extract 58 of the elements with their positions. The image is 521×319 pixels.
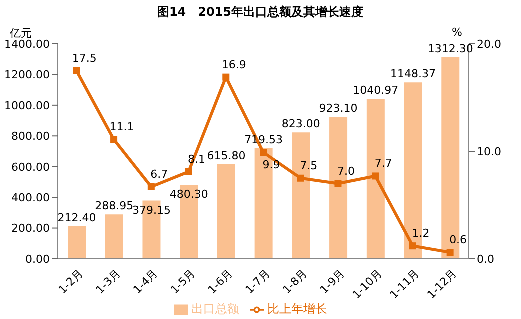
y2-tick-label: 10.0 [477, 145, 502, 158]
x-tick-label: 1-3月 [94, 267, 124, 297]
x-tick-label: 1-9月 [318, 267, 348, 297]
chart-title: 图14 2015年出口总额及其增长速度 [156, 4, 365, 20]
data-label: 1148.37 [390, 68, 436, 81]
point [148, 183, 155, 190]
point [409, 242, 416, 250]
y-tick-label: 200.00 [12, 222, 50, 236]
legend-label: 比上年增长 [268, 302, 328, 316]
data-label: 379.15 [132, 204, 171, 217]
data-label: 11.1 [110, 120, 134, 134]
data-label: 823.00 [282, 118, 320, 131]
data-label: 288.95 [95, 200, 134, 213]
y-tick-label: 800.00 [12, 130, 50, 144]
point [185, 168, 192, 176]
data-label: 212.40 [58, 211, 96, 224]
y-tick-label: 1000.00 [4, 99, 50, 112]
y2-tick-label: 20.0 [477, 38, 502, 51]
data-label: 16.9 [222, 58, 246, 72]
bar [68, 226, 86, 259]
point [222, 74, 230, 81]
legend-label: 出口总额 [192, 302, 240, 316]
point [297, 174, 304, 182]
point [446, 249, 454, 256]
y-tick-label: 600.00 [12, 160, 50, 174]
data-label: 480.30 [170, 188, 208, 202]
data-label: 17.5 [72, 52, 97, 65]
data-label: 615.80 [207, 149, 246, 162]
bar [105, 214, 124, 259]
x-tick-label: 1-2月 [56, 267, 86, 297]
data-label: 6.7 [150, 168, 168, 181]
y-tick-label: 400.00 [12, 191, 50, 204]
y-tick-label: 1200.00 [4, 68, 50, 82]
point [110, 136, 118, 144]
data-label: 7.7 [374, 157, 392, 170]
data-label: 7.5 [300, 159, 318, 172]
y-tick-label: 1400.00 [4, 38, 50, 51]
data-label: 1.2 [412, 227, 430, 240]
data-label: 1312.30 [428, 42, 474, 56]
y2-tick-label: 0.0 [477, 252, 494, 266]
data-label: 7.0 [337, 164, 355, 178]
data-label: 0.6 [450, 234, 468, 247]
bar [217, 164, 236, 259]
x-tick-label: 1-6月 [206, 267, 236, 297]
data-label: 1040.97 [353, 84, 399, 98]
x-tick-label: 1-5月 [168, 267, 198, 297]
point [260, 149, 267, 156]
y-tick-label: 0.00 [26, 252, 50, 266]
point [73, 67, 80, 74]
y-axis-title: 亿元 [10, 26, 32, 40]
x-tick-label: 1-8月 [280, 267, 310, 297]
x-tick-label: 1-4月 [130, 267, 161, 297]
y2-axis-title: % [452, 26, 462, 39]
data-label: 9.9 [262, 158, 280, 172]
x-tick-label: 1-7月 [243, 267, 273, 297]
point [372, 172, 380, 180]
point [334, 180, 342, 188]
data-label: 923.10 [319, 102, 358, 116]
